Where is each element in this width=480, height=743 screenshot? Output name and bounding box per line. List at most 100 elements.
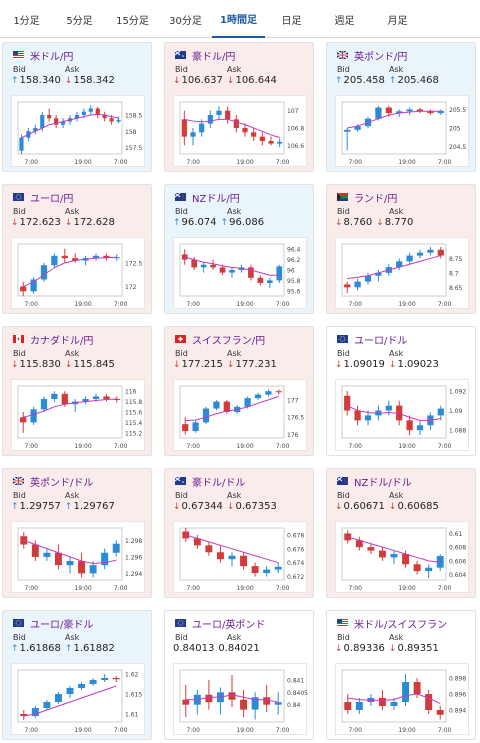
- arrow-down-icon: ↓: [388, 644, 397, 654]
- currency-card[interactable]: ユーロ/円 Bid Ask ↓172.623 ↓172.628 172.5 172 7:00 1…: [2, 184, 152, 314]
- card-header: ユーロ/英ポンド: [175, 616, 266, 631]
- candle-body: [216, 110, 222, 115]
- x-tick-label: 7:00: [438, 727, 452, 734]
- currency-card[interactable]: ランド/円 Bid Ask ↓8.760 ↓8.770 8.75 8.7 8.65 7:00 19…: [326, 184, 476, 314]
- tab-7[interactable]: 月足: [387, 15, 408, 27]
- pair-title[interactable]: 豪ドル/ドル: [192, 477, 246, 489]
- candle-body: [205, 694, 213, 703]
- candle-body: [344, 395, 351, 411]
- candle-body: [61, 255, 68, 259]
- candlestick-chart[interactable]: 1.298 1.296 1.294 7:00 19:00 7:00: [11, 521, 145, 593]
- candle-body: [192, 422, 199, 432]
- pair-title[interactable]: 豪ドル/円: [192, 51, 236, 63]
- currency-card[interactable]: ユーロ/英ポンド Bid Ask 0.84013 0.84021 0.841 0.8405 0…: [164, 610, 314, 740]
- candlestick-chart[interactable]: 96.4 96.2 96 95.8 95.6 7:00 19:00 7:00: [173, 237, 307, 309]
- y-tick-label: 116: [125, 389, 137, 396]
- tab-0[interactable]: 1分足: [13, 15, 40, 27]
- pair-title[interactable]: NZドル/円: [192, 193, 240, 205]
- pair-title[interactable]: 米ドル/円: [30, 51, 74, 63]
- currency-card[interactable]: スイスフラン/円 Bid Ask ↓177.215 ↓177.231 177 176.5 17…: [164, 326, 314, 456]
- tab-5[interactable]: 日足: [281, 15, 302, 27]
- candlestick-chart[interactable]: 1.62 1.615 1.61 7:00 19:00 7:00: [11, 663, 145, 735]
- bid-label: Bid: [175, 633, 188, 642]
- candle-body: [437, 408, 444, 416]
- candlestick-chart[interactable]: 0.61 0.608 0.606 0.604 7:00 19:00 7:00: [335, 521, 469, 593]
- pair-title[interactable]: ユーロ/ドル: [354, 335, 408, 347]
- currency-card[interactable]: 英ポンド/円 Bid Ask ↑205.458 ↑205.468 205.5 205 204.…: [326, 42, 476, 172]
- currency-card[interactable]: 豪ドル/ドル Bid Ask ↓0.67344 ↓0.67353 0.678 0.676 0.…: [164, 468, 314, 598]
- currency-card[interactable]: NZドル/ドル Bid Ask ↓0.60671 ↓0.60685 0.61 0.608 0.…: [326, 468, 476, 598]
- candle-body: [205, 545, 213, 553]
- y-tick-label: 205.5: [449, 107, 466, 114]
- candlestick-chart[interactable]: 0.841 0.8405 0.84 7:00 19:00 7:00: [173, 663, 308, 735]
- currency-card[interactable]: 豪ドル/円 Bid Ask ↓106.637 ↓106.644 107 106.8 106.6…: [164, 42, 314, 172]
- tab-6[interactable]: 週足: [334, 15, 355, 27]
- x-tick-label: 7:00: [114, 301, 128, 308]
- candlestick-chart[interactable]: 0.678 0.676 0.674 0.672 7:00 19:00 7:00: [173, 521, 307, 593]
- bid-ask-labels: Bid Ask: [13, 633, 93, 642]
- moving-average-line: [22, 256, 117, 288]
- y-tick-label: 1.62: [125, 672, 139, 679]
- y-tick-label: 96.4: [287, 247, 301, 254]
- candle-body: [427, 111, 434, 114]
- pair-title[interactable]: 英ポンド/円: [354, 51, 408, 63]
- pair-title[interactable]: カナダドル/円: [30, 335, 94, 347]
- currency-card[interactable]: NZドル/円 Bid Ask ↑96.074 ↑96.086 96.4 96.2 96 95.8…: [164, 184, 314, 314]
- moving-average-line: [346, 405, 441, 421]
- arrow-down-icon: ↓: [226, 76, 235, 86]
- tab-1[interactable]: 5分足: [66, 15, 93, 27]
- currency-card[interactable]: ユーロ/ドル Bid Ask ↓1.09019 ↓1.09023 1.092 1.09 1.0…: [326, 326, 476, 456]
- candlestick-chart[interactable]: 205.5 205 204.5 7:00 19:00 7:00: [335, 95, 469, 167]
- price-values: ↓1.09019 ↓1.09023: [335, 359, 443, 370]
- pair-title[interactable]: 英ポンド/ドル: [30, 477, 94, 489]
- candlestick-chart[interactable]: 8.75 8.7 8.65 7:00 19:00 7:00: [335, 237, 469, 309]
- x-tick-label: 7:00: [186, 159, 200, 166]
- bid-ask-labels: Bid Ask: [175, 65, 255, 74]
- tab-3[interactable]: 30分足: [169, 15, 202, 27]
- pair-title[interactable]: スイスフラン/円: [192, 335, 266, 347]
- bid-ask-labels: Bid Ask: [175, 633, 255, 642]
- candle-body: [33, 128, 38, 132]
- y-tick-label: 115.6: [125, 410, 142, 417]
- bid-ask-labels: Bid Ask: [13, 65, 93, 74]
- candlestick-chart[interactable]: 177 176.5 176 7:00 19:00 7:00: [173, 379, 307, 451]
- currency-card[interactable]: 米ドル/円 Bid Ask ↑158.340 ↓158.342 158.5 158 157.5…: [2, 42, 152, 172]
- candlestick-chart[interactable]: 158.5 158 157.5 7:00 19:00 7:00: [11, 95, 145, 167]
- candlestick-chart[interactable]: 107 106.8 106.6 7:00 19:00 7:00: [173, 95, 307, 167]
- candle-body: [354, 410, 361, 421]
- moving-average-line: [347, 110, 441, 129]
- x-tick-label: 7:00: [186, 301, 200, 308]
- candle-body: [95, 108, 100, 115]
- arrow-down-icon: ↓: [388, 502, 397, 512]
- x-tick-label: 19:00: [236, 301, 253, 308]
- candlestick-chart[interactable]: 116 115.8 115.6 115.4 115.2 7:00 19:00 7:00: [11, 379, 145, 451]
- pair-title[interactable]: ユーロ/英ポンド: [192, 619, 266, 631]
- currency-card[interactable]: カナダドル/円 Bid Ask ↓115.830 ↓115.845 116 115.8 115…: [2, 326, 152, 456]
- currency-card[interactable]: ユーロ/豪ドル Bid Ask ↑1.61868 ↑1.61882 1.62 1.615 1.…: [2, 610, 152, 740]
- chart-svg: 0.898 0.896 0.894 7:00 19:00 7:00: [341, 669, 466, 734]
- pair-title[interactable]: ユーロ/豪ドル: [30, 619, 94, 631]
- pair-title[interactable]: ランド/円: [354, 193, 398, 205]
- candle-body: [193, 538, 201, 546]
- candlestick-chart[interactable]: 172.5 172 7:00 19:00 7:00: [11, 237, 145, 309]
- pair-title[interactable]: NZドル/ドル: [354, 477, 412, 489]
- pair-title[interactable]: ユーロ/円: [30, 193, 74, 205]
- candle-body: [248, 267, 254, 278]
- candle-body: [223, 401, 230, 412]
- y-tick-label: 0.8405: [287, 690, 308, 697]
- currency-card[interactable]: 英ポンド/ドル Bid Ask ↑1.29757 ↑1.29767 1.298 1.296 1…: [2, 468, 152, 598]
- tab-4[interactable]: 1時間足: [212, 0, 265, 38]
- candlestick-chart[interactable]: 1.092 1.09 1.088 7:00 19:00 7:00: [335, 379, 469, 451]
- candle-body: [89, 680, 97, 684]
- pair-title[interactable]: 米ドル/スイスフラン: [354, 619, 448, 631]
- arrow-up-icon: ↑: [64, 644, 73, 654]
- x-tick-label: 7:00: [348, 585, 362, 592]
- price-values: ↑205.458 ↑205.468: [335, 75, 443, 86]
- flag-icon: [13, 193, 24, 201]
- candle-body: [40, 265, 48, 280]
- x-tick-label: 7:00: [276, 443, 290, 450]
- tab-2[interactable]: 15分足: [116, 15, 149, 27]
- currency-card[interactable]: 米ドル/スイスフラン Bid Ask ↓0.89336 ↓0.89351 0.898 0.8…: [326, 610, 476, 740]
- candlestick-chart[interactable]: 0.898 0.896 0.894 7:00 19:00 7:00: [335, 663, 469, 735]
- candle-body: [257, 277, 264, 283]
